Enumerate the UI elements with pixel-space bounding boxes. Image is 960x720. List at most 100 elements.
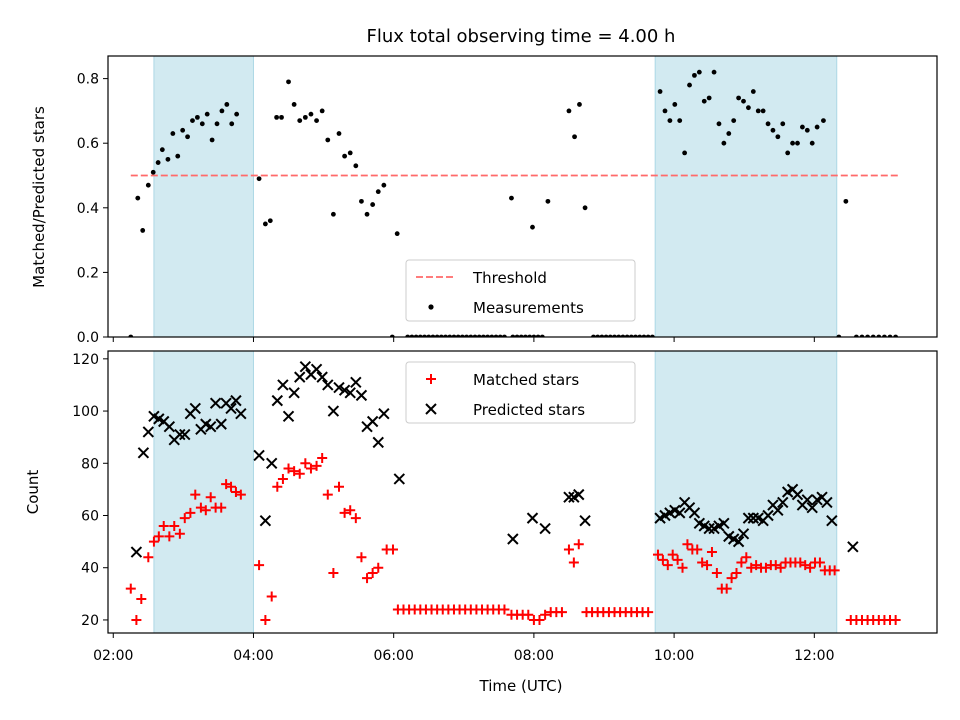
predicted-star-point [174, 428, 186, 441]
measurement-point [291, 102, 297, 107]
measurement-point [375, 189, 381, 195]
matched-star-point [333, 481, 344, 492]
measurement-point [545, 198, 551, 204]
matched-star-point [164, 531, 175, 542]
predicted-star-point [294, 371, 306, 383]
ratio-y-tick-label: 0.2 [77, 265, 99, 281]
measurement-point [701, 98, 707, 104]
count-y-axis-label: Count [24, 470, 42, 515]
predicted-star-point [378, 407, 390, 420]
measurement-point [755, 108, 761, 114]
measurement-point [262, 221, 268, 227]
legend-matched-swatch [426, 374, 436, 384]
predicted-star-point [204, 421, 217, 433]
measurement-point [577, 102, 582, 107]
measurement-point [353, 163, 359, 169]
measurement-point [809, 140, 815, 146]
count-y-tick-label: 80 [81, 456, 99, 472]
predicted-star-point [215, 418, 227, 430]
predicted-star-point [366, 415, 379, 428]
matched-star-point [692, 544, 703, 555]
matched-star-point [322, 489, 333, 500]
matched-star-point [706, 547, 717, 558]
measurement-point [780, 121, 786, 127]
predicted-star-point [288, 387, 300, 399]
time-x-axis-label: Time (UTC) [479, 677, 563, 695]
matched-star-point [563, 544, 574, 555]
matched-star-point [350, 513, 361, 524]
predicted-star-point [235, 407, 247, 420]
matched-star-point [345, 505, 356, 516]
measurement-point [359, 198, 364, 204]
measurement-point [804, 127, 810, 133]
matched-star-point [185, 507, 196, 518]
matched-star-point [235, 489, 246, 500]
measurement-point [692, 72, 697, 78]
measurement-point [194, 114, 200, 120]
measurement-point [775, 134, 781, 140]
predicted-star-point [299, 360, 312, 373]
measurement-point [140, 228, 146, 233]
ratio-panel: 0.0 0.2 0.4 0.6 0.8 Threshold Measurements [77, 55, 938, 346]
predicted-star-point [372, 436, 384, 449]
legend-label: Predicted stars [473, 401, 585, 419]
predicted-star-point [137, 447, 150, 459]
predicted-star-point [573, 488, 585, 501]
measurement-point [297, 118, 303, 123]
predicted-star-point [826, 515, 838, 527]
predicted-star-point [209, 397, 222, 409]
measurement-point [716, 121, 722, 127]
measurement-point [530, 224, 535, 230]
matched-star-point [317, 453, 328, 464]
measurement-point [267, 218, 273, 224]
matched-star-point [294, 468, 305, 479]
matched-star-point [190, 489, 201, 500]
predicted-star-point [847, 541, 859, 553]
ratio-shaded-span-1 [654, 55, 838, 338]
predicted-star-point [344, 387, 356, 399]
measurement-point [370, 202, 376, 207]
measurement-point [229, 121, 235, 127]
matched-star-point [131, 614, 142, 625]
predicted-star-point [563, 491, 575, 503]
ratio-y-tick-label: 0.0 [77, 330, 99, 346]
matched-star-point [540, 609, 551, 620]
measurement-point [219, 108, 225, 114]
ratio-legend: Threshold Measurements [405, 259, 636, 322]
predicted-star-point [350, 376, 362, 389]
measurement-point [662, 108, 668, 114]
matched-star-point [890, 614, 901, 625]
measurement-point [364, 211, 370, 217]
x-tick-label: 02:00 [93, 648, 133, 664]
matched-star-point [702, 560, 713, 571]
measurement-point [325, 137, 331, 143]
matched-star-point [216, 502, 227, 513]
matched-star-point [169, 520, 180, 531]
count-y-tick-label: 120 [72, 352, 99, 368]
legend-label: Measurements [473, 299, 584, 317]
measurement-point [736, 95, 742, 101]
predicted-star-point [801, 494, 814, 506]
count-y-tick-label: 40 [81, 561, 99, 577]
count-legend: Matched stars Predicted stars [405, 361, 636, 424]
matched-star-point [254, 560, 265, 571]
matched-star-point [657, 554, 668, 565]
measurement-point [342, 153, 348, 159]
matched-star-point [311, 460, 322, 471]
predicted-star-point [806, 501, 818, 514]
predicted-star-point [271, 394, 284, 407]
matched-star-point [387, 544, 398, 555]
measurement-point [185, 134, 190, 140]
legend-measurement-swatch [428, 304, 434, 310]
matched-star-point [643, 607, 654, 618]
predicted-star-point [189, 402, 201, 415]
predicted-star-point [333, 381, 345, 394]
predicted-star-point [393, 473, 405, 485]
measurement-point [711, 69, 717, 75]
measurement-point [204, 111, 210, 117]
measurement-point [790, 140, 795, 146]
matched-star-point [205, 492, 216, 503]
measurement-point [687, 82, 692, 88]
measurement-point [165, 156, 171, 162]
legend-predicted-swatch [425, 403, 437, 415]
